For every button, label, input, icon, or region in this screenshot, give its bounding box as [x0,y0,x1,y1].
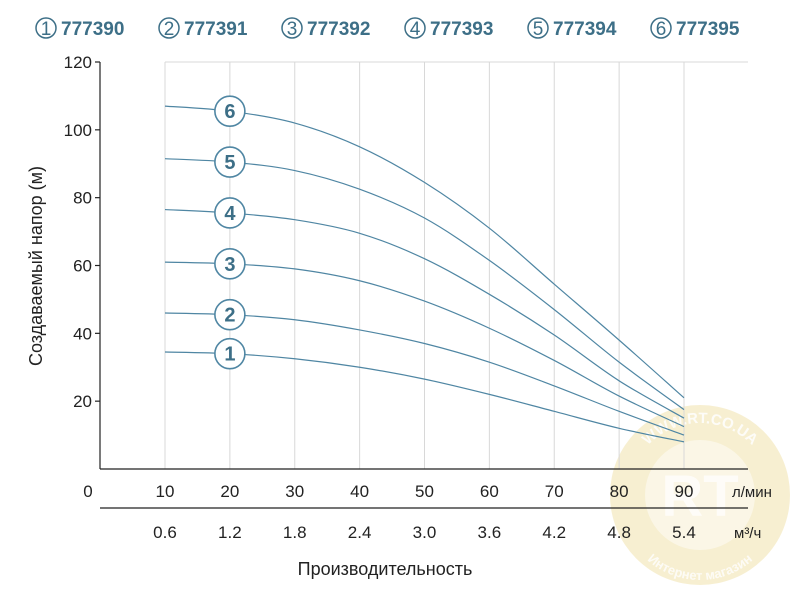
legend-number: 4 [410,19,421,40]
legend-code: 777391 [184,19,248,40]
x-tick-label-lpm: 20 [220,482,239,501]
series-label: 2 [224,305,235,327]
legend-code: 777393 [430,19,493,40]
series-label: 1 [224,344,235,366]
legend-number-circle [281,17,303,39]
legend-number: 2 [164,19,175,40]
curve-labels: 1 2 3 4 5 6 [214,95,246,370]
legend: 1 777390 2 777391 3 777392 4 777393 5 777394 6 7773… [35,17,740,40]
watermark-inner-circle [645,440,755,550]
series-label: 4 [224,203,236,225]
series-label-circle [214,298,246,331]
x-tick-label-lpm: 50 [415,482,434,501]
x-tick-label-lpm: 80 [610,482,629,501]
legend-number: 6 [656,19,667,40]
axes [95,61,748,509]
curves [164,105,685,443]
series-line-2 [164,312,685,436]
x-origin-label: 0 [83,482,92,501]
legend-number: 3 [287,19,298,40]
x-tick-label-lpm: 10 [156,482,175,501]
y-tick-label: 60 [73,257,92,276]
x-tick-label-m3h: 1.8 [283,523,307,542]
series-line-4 [164,208,685,419]
legend-number-circle [527,17,549,39]
x-tick-label-lpm: 30 [285,482,304,501]
series-label-circle [214,197,246,229]
series-label-circle [214,95,246,127]
legend-number-circle [35,17,57,39]
x-tick-label-m3h: 4.2 [542,523,566,542]
x-unit-primary: л/мин [732,484,772,501]
y-tick-label: 40 [73,324,92,343]
series-label-circle [214,248,246,280]
watermark-logo-text: RT [661,464,738,529]
x-tick-label-lpm: 60 [480,482,499,501]
series-line-5 [164,158,685,411]
x-tick-label-m3h: 3.6 [478,523,502,542]
legend-number: 5 [533,19,544,40]
x-tick-label-lpm: 90 [675,482,694,501]
legend-code: 777392 [307,19,370,40]
series-label-circle [214,146,246,178]
series-line-1 [164,351,685,443]
x-axis-title: Производительность [298,559,473,579]
y-tick-label: 80 [73,189,92,208]
x-tick-label-m3h: 3.0 [413,523,437,542]
legend-number-circle [158,17,180,39]
legend-code: 777395 [676,19,740,40]
series-line-6 [164,105,685,399]
legend-code: 777390 [61,19,124,40]
y-tick-label: 20 [73,392,92,411]
series-label-circle [214,337,246,370]
x-unit-secondary: м³/ч [734,525,761,542]
legend-number: 1 [41,19,52,40]
x-tick-label-m3h: 4.8 [607,523,631,542]
legend-code: 777394 [553,19,617,40]
y-axis-title: Создаваемый напор (м) [26,166,46,366]
y-tick-label: 120 [64,53,92,72]
x-tick-label-lpm: 70 [545,482,564,501]
y-tick-label: 100 [64,121,92,140]
x-tick-label-m3h: 5.4 [672,523,696,542]
x-tick-label-m3h: 2.4 [348,523,372,542]
x-tick-label-m3h: 1.2 [218,523,242,542]
series-line-3 [164,261,685,428]
series-label: 6 [224,101,235,123]
grid [164,61,748,469]
x-tick-label-lpm: 40 [350,482,369,501]
series-label: 3 [224,254,235,276]
x-tick-label-m3h: 0.6 [153,523,177,542]
legend-number-circle [650,17,672,39]
watermark-outer-circle [610,405,790,585]
legend-number-circle [404,17,426,39]
tick-labels: 20 40 60 80 100 120 0 10 20 30 40 50 60 70 80 90 0.6 1.2 1… [64,53,696,542]
series-label: 5 [224,152,235,174]
